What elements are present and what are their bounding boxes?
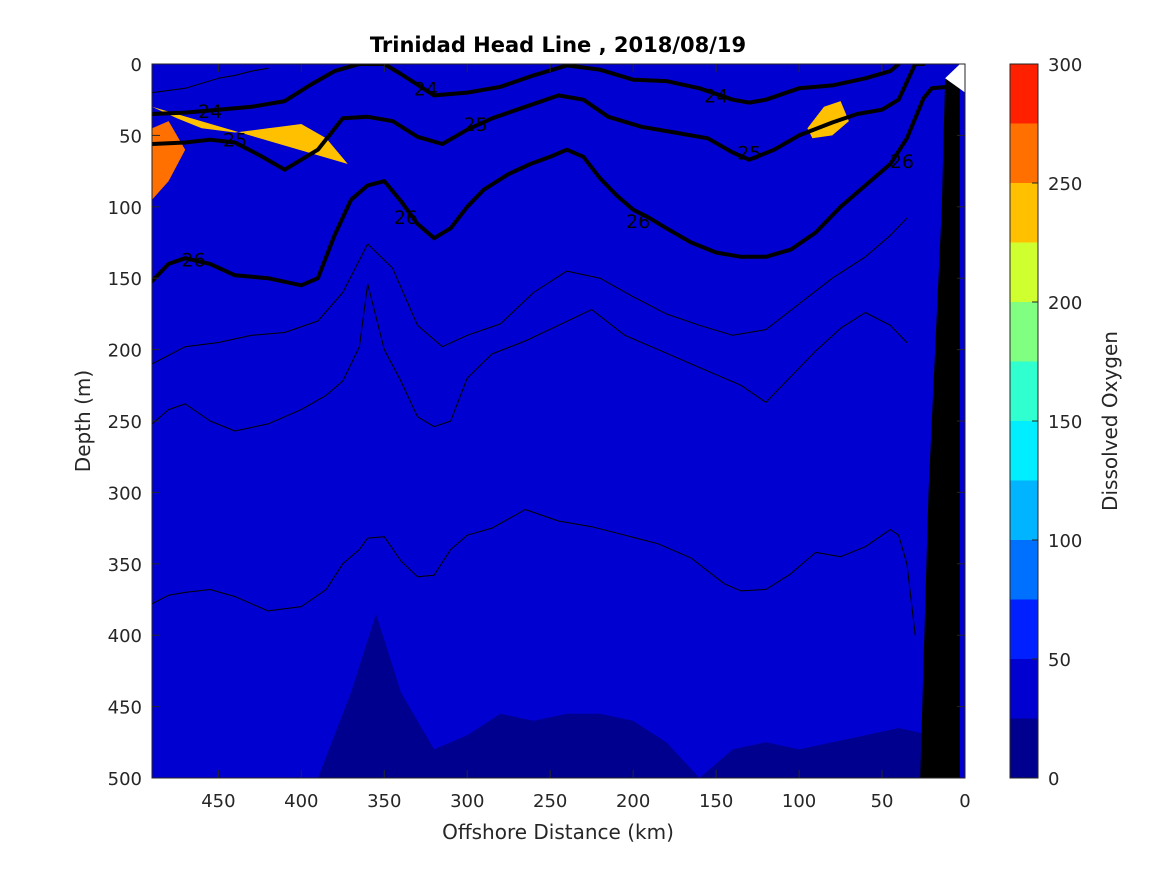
y-tick-label: 50	[119, 126, 142, 147]
y-tick-label: 250	[108, 412, 142, 433]
y-tick-label: 150	[108, 269, 142, 290]
chart-title: Trinidad Head Line , 2018/08/19	[370, 33, 746, 57]
oxygen-high-250	[152, 121, 186, 200]
colorbar-segment	[1010, 361, 1038, 421]
y-tick-label: 500	[108, 769, 142, 790]
colorbar-tick-label: 300	[1048, 55, 1082, 76]
y-tick-label: 350	[108, 555, 142, 576]
y-tick-label: 0	[131, 55, 142, 76]
colorbar-tick-label: 250	[1048, 174, 1082, 195]
y-tick-label: 200	[108, 341, 142, 362]
colorbar-segment	[1010, 659, 1038, 719]
y-tick-label: 300	[108, 483, 142, 504]
colorbar-tick-label: 150	[1048, 412, 1082, 433]
contour-label-24-2: 24	[704, 85, 728, 107]
density-contour-layer	[152, 64, 951, 636]
density-contour-26	[152, 84, 951, 288]
contour-label-26-0: 26	[181, 250, 205, 272]
y-tick-label: 450	[108, 698, 142, 719]
contour-label-24-1: 24	[414, 78, 438, 100]
contour-label-24-0: 24	[198, 101, 222, 123]
oxygen-band-25	[152, 64, 965, 778]
density-contour-27	[152, 67, 269, 94]
contour-label-25-0: 25	[223, 130, 247, 152]
colorbar-tick-label: 50	[1048, 650, 1071, 671]
seafloor-bathymetry	[920, 64, 960, 778]
oxygen-high-225	[152, 106, 348, 164]
colorbar-segment	[1010, 718, 1038, 778]
colorbar-tick-label: 0	[1048, 769, 1059, 790]
x-axis-label: Offshore Distance (km)	[442, 820, 674, 844]
y-axis-label: Depth (m)	[71, 370, 95, 472]
contour-label-26-2: 26	[626, 211, 650, 233]
colorbar-segment	[1010, 64, 1038, 124]
x-tick-label: 250	[533, 791, 567, 812]
colorbar-segment	[1010, 123, 1038, 183]
density-contour-26-6	[152, 283, 908, 432]
colorbar: 0 50 100 150 200 250 300	[1009, 55, 1082, 790]
x-tick-label: 400	[284, 791, 318, 812]
colorbar-segment	[1010, 480, 1038, 540]
colorbar-tick-label: 100	[1048, 531, 1082, 552]
y-tick-label: 100	[108, 198, 142, 219]
colorbar-segment	[1010, 242, 1038, 302]
density-contour-26-5	[152, 217, 908, 365]
x-tick-label: 50	[871, 791, 894, 812]
density-contour-26-8	[152, 509, 916, 636]
oxygen-fill-layer	[152, 64, 965, 778]
bathymetry-layer	[920, 64, 965, 778]
y-tick-label: 400	[108, 626, 142, 647]
density-contour-24	[152, 64, 901, 116]
x-tick-label: 450	[201, 791, 235, 812]
colorbar-label: Dissolved Oxygen	[1098, 331, 1122, 511]
colorbar-segment	[1010, 599, 1038, 659]
contour-label-26-3: 26	[890, 151, 914, 173]
colorbar-tick-label: 200	[1048, 293, 1082, 314]
contour-label-26-1: 26	[394, 207, 418, 229]
axis-layer: 450 400 350 300 250 200 150 100 50 00501001502002…	[108, 55, 971, 812]
colorbar-segment	[1010, 540, 1038, 600]
x-tick-label: 100	[782, 791, 816, 812]
contour-label-25-2: 25	[737, 143, 761, 165]
x-tick-label: 200	[616, 791, 650, 812]
x-tick-label: 300	[450, 791, 484, 812]
density-contour-25	[152, 64, 926, 172]
colorbar-segment	[1010, 183, 1038, 243]
x-tick-label: 150	[699, 791, 733, 812]
colorbar-segment	[1010, 302, 1038, 362]
blank-area	[945, 64, 965, 93]
contour-label-25-1: 25	[463, 114, 487, 136]
x-tick-label: 0	[959, 791, 970, 812]
x-tick-label: 350	[367, 791, 401, 812]
colorbar-segment	[1010, 421, 1038, 481]
